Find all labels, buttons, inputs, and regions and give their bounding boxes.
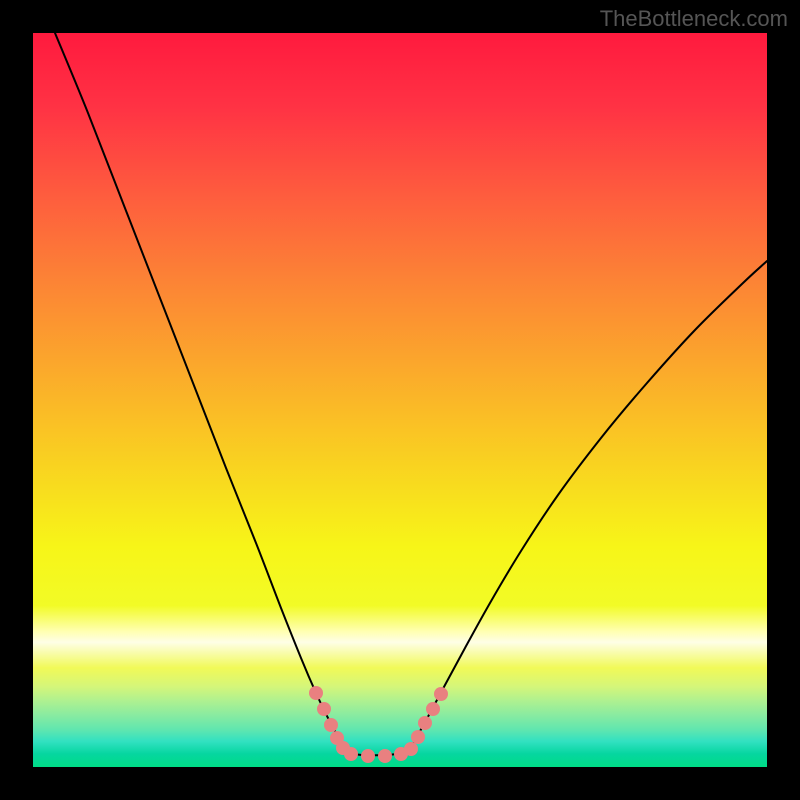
- data-marker: [309, 686, 323, 700]
- watermark-text: TheBottleneck.com: [600, 6, 788, 32]
- curve-layer: [33, 33, 767, 767]
- data-marker: [426, 702, 440, 716]
- data-marker: [411, 730, 425, 744]
- data-marker: [434, 687, 448, 701]
- data-marker: [418, 716, 432, 730]
- curve-right-arm: [408, 261, 767, 753]
- marker-group: [309, 686, 448, 763]
- curve-left-arm: [55, 33, 346, 753]
- data-marker: [378, 749, 392, 763]
- data-marker: [324, 718, 338, 732]
- data-marker: [361, 749, 375, 763]
- data-marker: [344, 747, 358, 761]
- data-marker: [317, 702, 331, 716]
- data-marker: [404, 742, 418, 756]
- plot-area: [33, 33, 767, 767]
